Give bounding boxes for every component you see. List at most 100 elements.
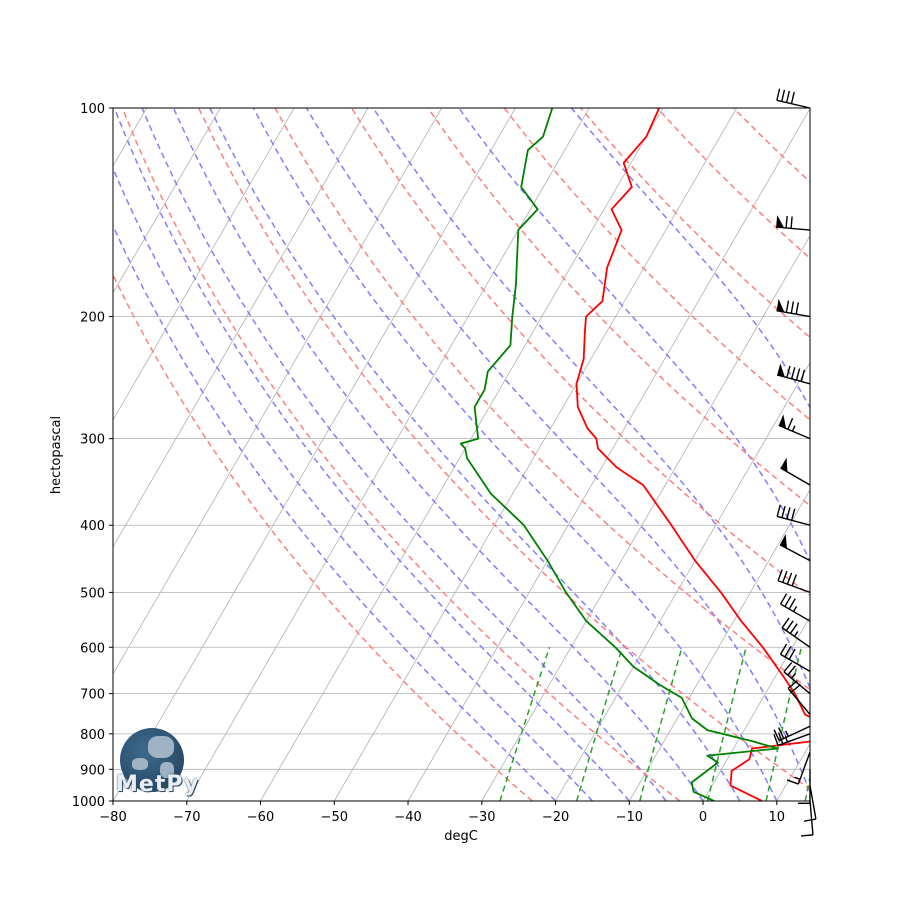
barb-pennant [776, 298, 785, 313]
moist-adiabat [113, 223, 557, 801]
barb-flag [776, 88, 781, 101]
barb-flag [788, 648, 796, 660]
barb-flag [785, 215, 788, 229]
barb-flag [773, 729, 780, 741]
barb-pennant [777, 363, 785, 378]
dry-adiabat [198, 108, 810, 790]
barb-flag [779, 593, 788, 605]
barb-flag [779, 643, 788, 655]
barb-half-flag [791, 673, 797, 679]
moist-adiabat [113, 166, 593, 801]
logo-wordmark: MetPy [116, 772, 200, 797]
wind-barb [779, 643, 811, 672]
barb-staff [780, 603, 811, 622]
barb-staff [780, 653, 811, 672]
barb-flag [784, 595, 792, 607]
barb-pennant [780, 457, 788, 473]
mixing-ratio-lines [499, 647, 810, 801]
barb-staff [809, 800, 814, 835]
mixing-ratio-line [499, 647, 551, 801]
x-tick-label: 0 [699, 810, 707, 825]
barb-staff [776, 99, 811, 109]
barb-half-flag [793, 631, 799, 637]
wind-barb [779, 593, 811, 622]
dry-adiabats [113, 108, 810, 801]
barb-staff [787, 687, 811, 715]
wind-barb [778, 414, 811, 440]
sounding-series [459, 108, 810, 801]
dry-adiabat [121, 108, 681, 801]
x-tick-label: −80 [99, 810, 126, 825]
isotherm-line [113, 108, 443, 675]
barb-flag [784, 646, 792, 658]
wind-barb [786, 751, 811, 785]
isotherm-line [113, 108, 221, 294]
y-tick-label: 600 [80, 641, 105, 656]
barb-half-flag [792, 606, 798, 612]
x-axis-ticks: −80 −70 −60 −50 −40 −30 −20 −10 0 10 [99, 801, 785, 825]
wind-barb [773, 725, 811, 742]
barb-flag [790, 301, 795, 314]
isotherm-line [186, 108, 590, 801]
moist-adiabat [372, 108, 810, 690]
x-tick-label: −30 [468, 810, 495, 825]
wind-barb [776, 504, 811, 526]
wind-barb [777, 569, 811, 594]
wind-barb [776, 88, 811, 109]
mixing-ratio-line [575, 647, 624, 801]
barb-staff [783, 671, 811, 695]
x-tick-label: −50 [321, 810, 348, 825]
y-tick-label: 500 [80, 586, 105, 601]
barb-flag [781, 505, 786, 518]
wind-barb [776, 363, 811, 385]
dry-adiabat [732, 108, 810, 183]
y-tick-label: 100 [80, 102, 105, 117]
barb-half-flag [794, 776, 801, 780]
barb-flag [781, 89, 786, 102]
barb-flag [790, 91, 795, 104]
isotherm-line [113, 108, 516, 801]
barb-staff [776, 374, 811, 385]
dry-adiabat [580, 108, 810, 339]
wind-barb [776, 298, 811, 318]
barb-staff [777, 733, 811, 747]
barb-flag [790, 683, 802, 693]
isotherm-line [481, 234, 810, 801]
y-tick-label: 200 [80, 311, 105, 326]
barb-flag [782, 570, 788, 583]
barb-flag [781, 617, 790, 629]
dry-adiabat [113, 273, 533, 801]
isotherm-line [555, 361, 810, 801]
barb-flag [800, 369, 806, 382]
moist-adiabats [113, 108, 810, 801]
barb-flag [790, 508, 796, 521]
barb-flag [785, 620, 794, 632]
x-tick-label: −60 [247, 810, 274, 825]
x-tick-label: −10 [616, 810, 643, 825]
y-axis-ticks: 1000 900 800 700 600 500 400 300 200 100 [72, 102, 113, 810]
barb-flag [795, 368, 801, 381]
plot-frame [112, 107, 811, 802]
x-tick-label: −70 [173, 810, 200, 825]
y-tick-label: 1000 [72, 795, 105, 810]
moist-adiabat [305, 108, 810, 794]
barb-flag [790, 367, 796, 380]
mixing-ratio-line [765, 647, 803, 801]
x-tick-label: 10 [769, 810, 786, 825]
barb-flag [791, 574, 797, 587]
dry-adiabat [350, 108, 810, 597]
barb-flag [777, 569, 783, 581]
wind-barb [800, 800, 814, 837]
barb-staff [776, 310, 811, 318]
wind-barb [803, 785, 817, 822]
isotherm-line [628, 489, 810, 801]
barb-flag [786, 572, 793, 585]
isotherm-line [113, 108, 369, 548]
temperature-line [575, 108, 810, 801]
wind-barb [783, 662, 811, 695]
barb-staff [776, 515, 811, 526]
moist-adiabat [458, 108, 810, 563]
isotherm-line [851, 108, 900, 801]
barb-flag [777, 732, 784, 744]
barb-flag [787, 665, 797, 676]
